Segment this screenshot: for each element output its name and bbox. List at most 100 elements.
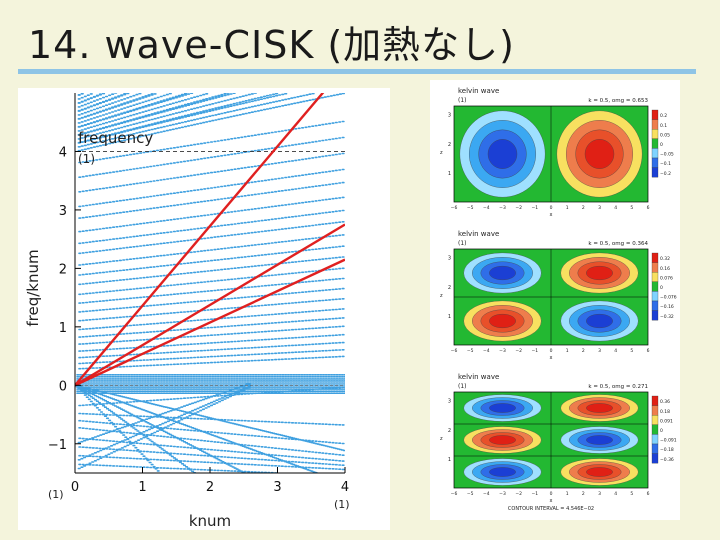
y-unit: (1) — [48, 488, 64, 501]
colorbar-label: 0 — [660, 428, 663, 434]
dispersion-chart-panel: 0 1 2 3 4 −1 0 1 2 3 4 frequency (1) freq/knum knum (1)… — [18, 88, 390, 530]
x-tick-label: 2 — [206, 480, 214, 495]
contour-x-tick: −1 — [532, 491, 539, 497]
contour-blob — [586, 403, 613, 413]
contour-x-tick: −1 — [532, 205, 539, 211]
colorbar-swatch — [651, 443, 659, 454]
colorbar-label: −0.05 — [660, 152, 674, 158]
contour-y-tick: 3 — [448, 113, 451, 119]
colorbar-swatch — [651, 157, 659, 168]
contour-x-tick: 2 — [582, 491, 585, 497]
colorbar-swatch — [651, 395, 659, 406]
contour-unit: (1) — [458, 383, 467, 390]
colorbar-swatch — [651, 434, 659, 445]
x-tick-label: 4 — [341, 480, 349, 495]
contour-x-tick: 2 — [582, 348, 585, 354]
contour-info: k = 0.5, omg = 0.653 — [588, 98, 648, 104]
colorbar-label: −0.36 — [660, 457, 674, 463]
colorbar-swatch — [651, 252, 659, 263]
contour-x-tick: 3 — [598, 491, 601, 497]
colorbar-label: 0.36 — [660, 399, 670, 405]
contour-x-tick: 4 — [614, 348, 617, 354]
contour-y-tick: 2 — [448, 142, 451, 148]
colorbar-swatch — [651, 138, 659, 149]
contour-plot-3: kelvin wave (1) k = 0.5, omg = 0.271 −6 −5 −4… — [440, 373, 677, 512]
contour-x-tick: 4 — [614, 491, 617, 497]
colorbar-label: 0.18 — [660, 409, 670, 415]
contour-blob — [586, 435, 613, 445]
y-tick-label: 0 — [59, 379, 67, 394]
contour-x-tick: −2 — [515, 348, 522, 354]
colorbar-label: 0 — [660, 285, 663, 291]
contour-x-tick: −4 — [483, 491, 490, 497]
contour-plots-panel: kelvin wave (1) k = 0.5, omg = 0.653 −6 −5 −4… — [430, 80, 680, 520]
colorbar-swatch — [651, 291, 659, 302]
contour-x-tick: 6 — [647, 491, 650, 497]
contour-x-tick: 5 — [630, 205, 633, 211]
contour-x-label: x — [550, 212, 553, 218]
x-axis-label: knum — [189, 512, 231, 530]
contour-x-tick: 1 — [566, 205, 569, 211]
red-line-3 — [75, 258, 345, 387]
y-tick-label: −1 — [48, 438, 67, 453]
contour-x-tick: −4 — [483, 348, 490, 354]
frequency-unit: (1) — [78, 152, 95, 166]
contour-x-tick: 0 — [550, 205, 553, 211]
contour-x-tick: 0 — [550, 491, 553, 497]
colorbar-swatch — [651, 281, 659, 292]
colorbar-swatch — [651, 453, 659, 464]
contour-plot-1: kelvin wave (1) k = 0.5, omg = 0.653 −6 −5 −4… — [440, 87, 674, 218]
contour-x-tick: −5 — [467, 348, 474, 354]
contour-x-tick: −4 — [483, 205, 490, 211]
scatter-marks — [75, 93, 345, 473]
contour-y-tick: 3 — [448, 256, 451, 262]
contour-blob — [489, 435, 516, 445]
contour-y-tick: 1 — [448, 457, 451, 463]
contour-x-tick: −3 — [499, 205, 506, 211]
contour-x-tick: −6 — [451, 205, 458, 211]
colorbar-swatch — [651, 405, 659, 416]
colorbar-label: 0.2 — [660, 113, 667, 119]
x-tick-label: 3 — [273, 480, 281, 495]
colorbar-label: −0.16 — [660, 304, 674, 310]
contour-blob — [489, 265, 516, 281]
negative-blob — [487, 139, 518, 169]
dispersion-chart: 0 1 2 3 4 −1 0 1 2 3 4 frequency (1) freq/knum knum (1)… — [24, 93, 350, 530]
contour-info: k = 0.5, omg = 0.364 — [588, 241, 648, 247]
x-tick-label: 0 — [71, 480, 79, 495]
contour-blob — [586, 313, 613, 329]
contour-y-tick: 1 — [448, 171, 451, 177]
x-unit: (1) — [334, 498, 350, 511]
contour-blob — [586, 265, 613, 281]
y-tick-label: 2 — [59, 262, 67, 277]
colorbar-label: 0 — [660, 142, 663, 148]
x-tick-label: 1 — [138, 480, 146, 495]
red-line-2 — [75, 223, 345, 387]
contour-x-tick: −6 — [451, 491, 458, 497]
red-line-1 — [75, 93, 325, 387]
contour-y-tick: 2 — [448, 428, 451, 434]
y-tick-label: 1 — [59, 321, 67, 336]
colorbar-swatch — [651, 119, 659, 130]
contour-x-tick: 3 — [598, 348, 601, 354]
contour-unit: (1) — [458, 240, 467, 247]
positive-blob — [584, 139, 615, 169]
colorbar-label: 0.091 — [660, 418, 673, 424]
colorbar-swatch — [651, 109, 659, 120]
contour-title: kelvin wave — [458, 373, 499, 381]
colorbar-swatch — [651, 272, 659, 282]
colorbar-label: −0.2 — [660, 171, 671, 177]
colorbar-label: −0.091 — [660, 438, 677, 444]
colorbar-label: 0.076 — [660, 275, 673, 281]
colorbar-label: 0.05 — [660, 132, 670, 138]
colorbar-label: 0.32 — [660, 256, 670, 262]
frequency-label: frequency — [78, 129, 153, 147]
slide-title: 14. wave-CISK (加熱なし) — [28, 23, 515, 67]
colorbar-label: −0.18 — [660, 447, 674, 453]
contour-x-label: x — [550, 355, 553, 361]
colorbar-label: −0.32 — [660, 314, 674, 320]
contour-y-label: z — [440, 436, 443, 442]
contour-title: kelvin wave — [458, 87, 499, 95]
colorbar-label: 0.1 — [660, 123, 667, 129]
contour-x-tick: −2 — [515, 205, 522, 211]
